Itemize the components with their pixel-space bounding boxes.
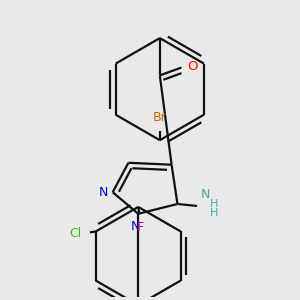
Text: N: N: [130, 220, 140, 233]
Text: F: F: [136, 221, 144, 234]
Text: Cl: Cl: [70, 227, 82, 240]
Text: Br: Br: [153, 112, 167, 124]
Text: N: N: [98, 186, 108, 199]
Text: H: H: [210, 208, 218, 218]
Text: N: N: [200, 188, 210, 201]
Text: H: H: [210, 199, 218, 209]
Text: O: O: [187, 60, 198, 73]
